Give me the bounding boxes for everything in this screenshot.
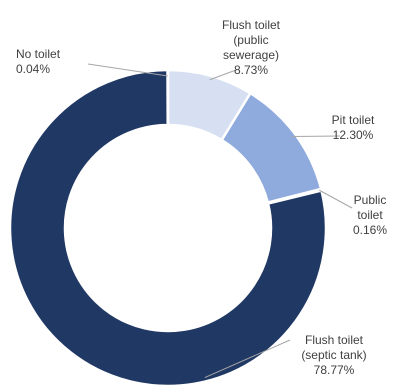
leader-lines <box>87 63 353 378</box>
leader-line-no-toilet <box>87 63 168 77</box>
label-public-toilet: Public toilet 0.16% <box>352 193 388 237</box>
leader-line-septic-tank <box>204 339 291 378</box>
leader-line-pit-toilet <box>291 135 341 138</box>
label-flush-septic-tank: Flush toilet (septic tank) 78.77% <box>301 333 367 377</box>
donut-slices <box>8 68 328 385</box>
slice-flush-toilet-septic-tank <box>8 68 328 385</box>
leader-line-public-sewerage <box>209 69 237 81</box>
label-no-toilet: No toilet 0.04% <box>16 47 61 76</box>
label-pit-toilet: Pit toilet 12.30% <box>331 113 375 142</box>
leader-line-public-toilet <box>319 189 353 209</box>
label-flush-public-sewerage: Flush toilet (public sewerage) 8.73% <box>221 18 281 77</box>
